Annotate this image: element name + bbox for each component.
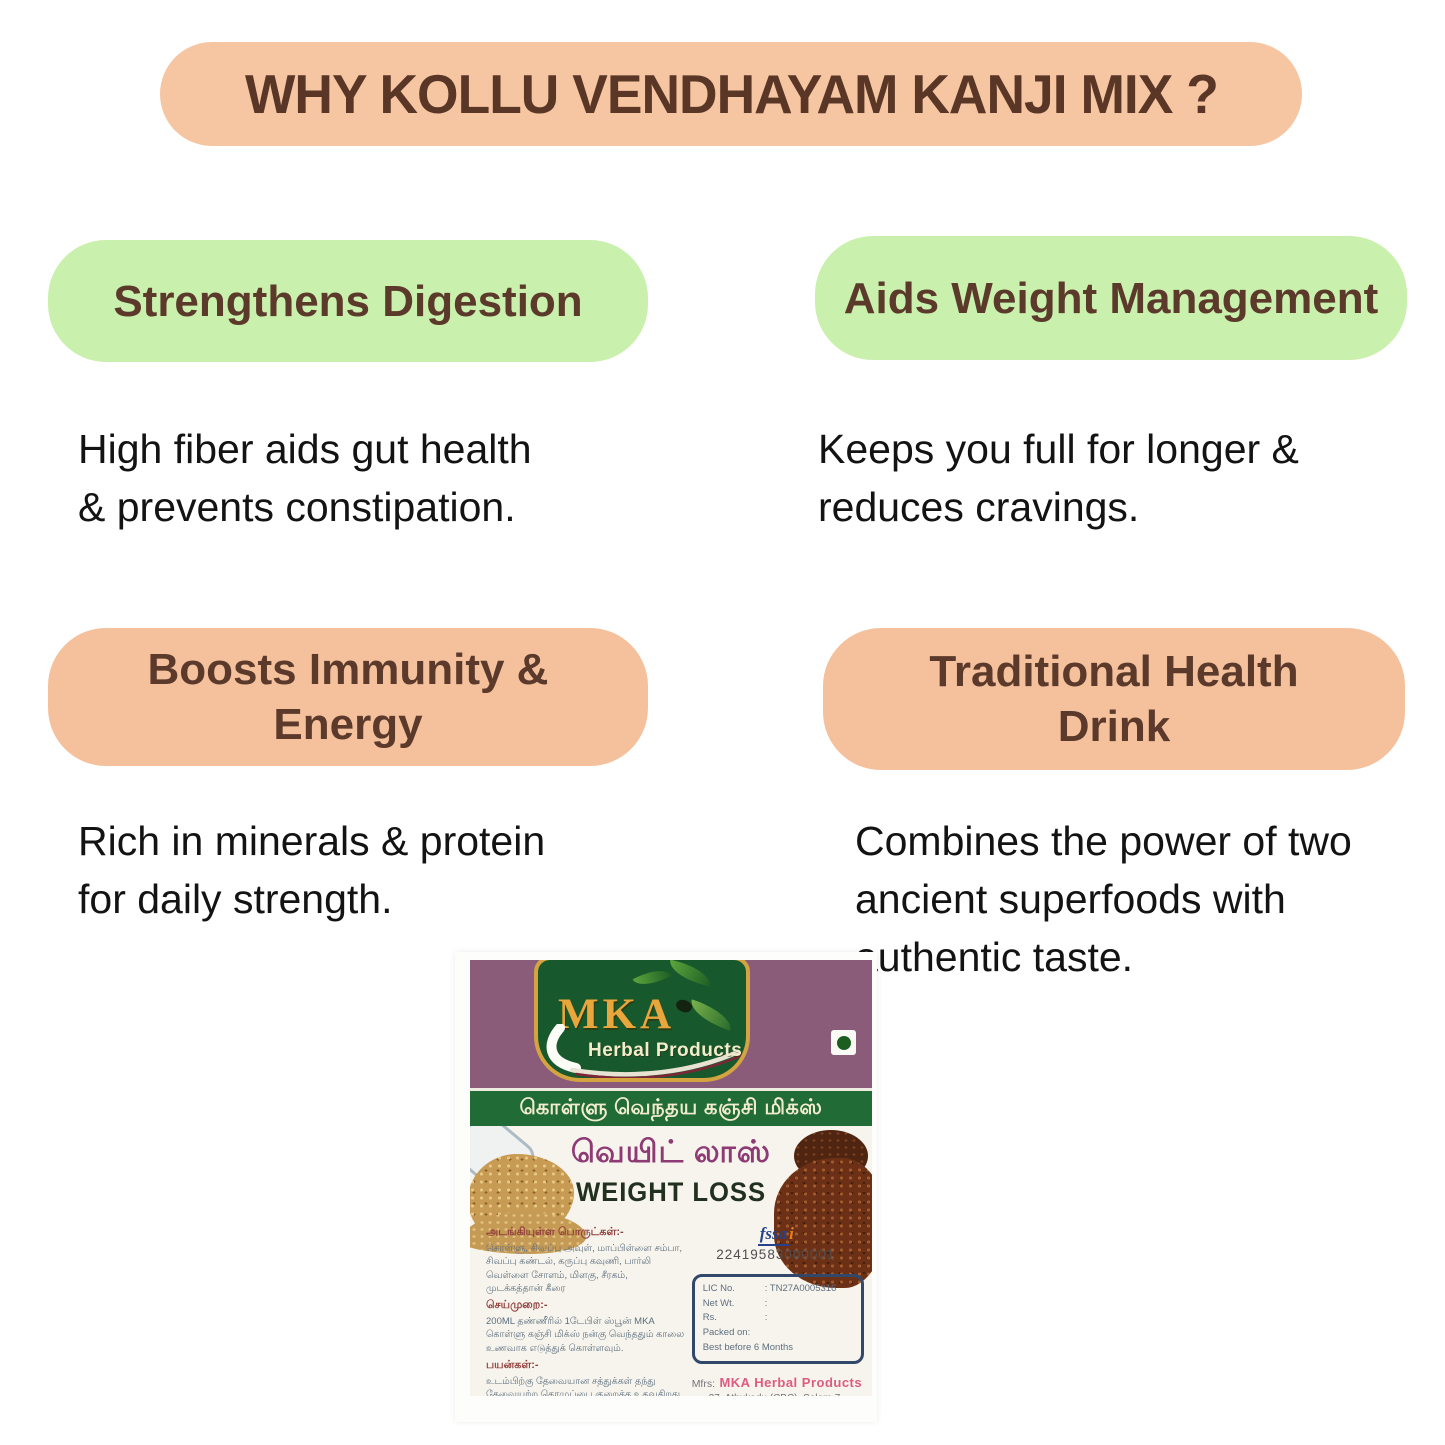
- brand-name: MKA: [558, 991, 676, 1038]
- ingredients-text: கொள்ளு, சிவப்பு அவுள், மாப்பிள்ளை சம்பா,…: [486, 1243, 683, 1294]
- benefit-pill-strengthens-digestion: Strengthens Digestion: [48, 240, 648, 362]
- product-package-photo: MKA Herbal Products கொள்ளு வெந்தய கஞ்சி …: [455, 952, 877, 1422]
- leaf-icon: [666, 960, 714, 987]
- label-body: வெயிட் லாஸ் WEIGHT LOSS அடங்கியுள்ள பொரு…: [470, 1126, 872, 1396]
- tamil-product-name-band: கொள்ளு வெந்தய கஞ்சி மிக்ஸ்: [470, 1088, 872, 1126]
- ingredients-heading: அடங்கியுள்ள பொருட்கள்:-: [486, 1226, 624, 1238]
- brand-shield: MKA Herbal Products: [534, 960, 750, 1082]
- benefits-text: உடம்பிற்கு தேவையான சத்துக்கள் தந்து தேவை…: [486, 1376, 681, 1396]
- product-label: MKA Herbal Products கொள்ளு வெந்தய கஞ்சி …: [470, 960, 872, 1396]
- preparation-heading: செய்முறை:-: [486, 1299, 548, 1312]
- benefit-title: Boosts Immunity & Energy: [147, 645, 549, 749]
- benefit-title: Traditional Health Drink: [929, 647, 1299, 751]
- benefit-title: Aids Weight Management: [843, 273, 1379, 323]
- lic-row: Best before 6 Months: [702, 1341, 793, 1353]
- manufacturer-line: Mfrs: MKA Herbal Products: [691, 1374, 863, 1390]
- tamil-info-column: அடங்கியுள்ள பொருட்கள்:- கொள்ளு, சிவப்பு …: [486, 1222, 692, 1396]
- leaf-icon: [632, 962, 672, 993]
- page-title: WHY KOLLU VENDHAYAM KANJI MIX ?: [244, 63, 1219, 125]
- preparation-text: 200ML தண்ணீரில் 1டேபிள் ஸ்பூன் MKA கொள்ள…: [486, 1316, 685, 1354]
- lic-row: LIC No.: TN27A0005316: [702, 1283, 837, 1294]
- brand-subtitle: Herbal Products: [588, 1040, 743, 1061]
- benefit-pill-traditional-health-drink: Traditional Health Drink: [823, 628, 1405, 770]
- regulatory-column: fssa i 22419583000001 LIC No.: TN27A00053…: [691, 1222, 864, 1396]
- fenugreek-seeds-photo: [766, 1130, 872, 1305]
- lic-row: Rs.:: [702, 1312, 768, 1324]
- label-header-purple: MKA Herbal Products: [470, 960, 872, 1088]
- benefit-pill-boosts-immunity-energy: Boosts Immunity & Energy: [48, 628, 648, 766]
- benefit-pill-aids-weight-management: Aids Weight Management: [815, 236, 1407, 360]
- benefit-description-traditional-health-drink: Combines the power of two ancient superf…: [855, 818, 1352, 981]
- manufacturer-address: 27, Athukadu (CBC), Salem-7.: [692, 1392, 860, 1396]
- benefit-description-boosts-immunity-energy: Rich in minerals & protein for daily str…: [78, 818, 546, 923]
- license-details-box: LIC No.: TN27A0005316 Net Wt.: Rs.: Pack…: [691, 1274, 864, 1364]
- weight-loss-text: WEIGHT LOSS: [576, 1177, 766, 1207]
- benefit-description-strengthens-digestion: High fiber aids gut health & prevents co…: [78, 426, 532, 531]
- lic-row: Packed on:: [702, 1327, 751, 1339]
- benefits-heading: பயன்கள்:-: [486, 1359, 539, 1372]
- vegetarian-mark-icon: [831, 1030, 856, 1055]
- fssai-license-number: 22419583000001: [716, 1247, 836, 1262]
- benefit-title: Strengthens Digestion: [113, 276, 583, 326]
- swoosh-graphic: [546, 1024, 742, 1078]
- tamil-weight-loss-text: வெயிட் லாஸ்: [570, 1134, 772, 1169]
- tamil-product-name: கொள்ளு வெந்தய கஞ்சி மிக்ஸ்: [519, 1095, 823, 1119]
- lic-row: Net Wt.:: [702, 1297, 768, 1309]
- benefit-description-aids-weight-management: Keeps you full for longer & reduces crav…: [818, 426, 1299, 531]
- title-banner: WHY KOLLU VENDHAYAM KANJI MIX ?: [160, 42, 1302, 146]
- fssai-logo: fssa i: [692, 1224, 860, 1246]
- horse-gram-photo: [470, 1126, 592, 1260]
